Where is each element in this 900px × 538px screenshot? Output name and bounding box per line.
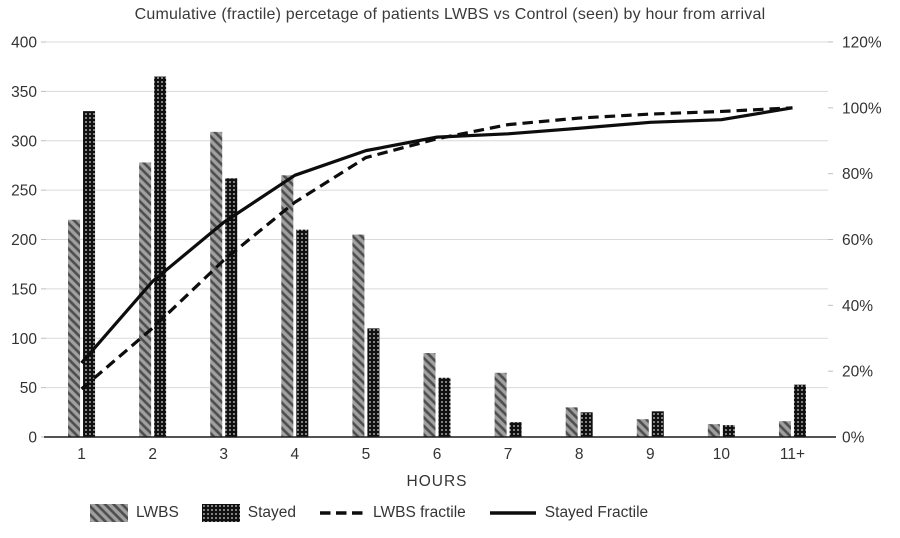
x-axis-tick-label: 2 (148, 446, 157, 463)
right-axis-tick-label: 100% (842, 100, 882, 117)
stayed-dots-swatch-icon (201, 504, 240, 522)
bar-stayed-hour-5 (367, 328, 380, 437)
x-axis-tick-label: 11+ (780, 446, 805, 463)
right-axis-tick-label: 40% (842, 298, 873, 315)
left-axis-tick-label: 50 (20, 380, 38, 397)
bar-stayed-hour-2 (154, 76, 167, 437)
bar-lwbs-hour-1 (68, 219, 81, 437)
bar-lwbs-hour-10 (707, 424, 720, 437)
right-axis-tick-label: 60% (842, 232, 873, 249)
fractile-lines (80, 106, 793, 391)
solid-line-swatch-icon (489, 511, 536, 515)
left-axis-tick-label: 350 (11, 84, 37, 101)
x-axis-tick-label: 6 (433, 446, 442, 463)
bar-lwbs-hour-7 (494, 372, 507, 437)
legend-item-lwbs: LWBS (90, 504, 179, 522)
legend-label-stayed-fractile: Stayed Fractile (544, 504, 649, 521)
bar-lwbs-hour-8 (565, 407, 578, 437)
legend-label-stayed: Stayed (247, 504, 297, 521)
bar-lwbs-hour-9 (636, 419, 649, 437)
plot-area: 0 50 100 150 200 250 300 350 400 0% 20% 40% 60% 80% 10… (11, 35, 882, 464)
left-axis-tick-label: 250 (11, 183, 37, 200)
legend-item-lwbs-fractile: LWBS fractile (319, 504, 466, 522)
bar-lwbs-hour-4 (281, 175, 294, 437)
line-lwbs-fractile (80, 106, 793, 391)
x-axis-tick-label: 3 (219, 446, 228, 463)
left-axis-tick-label: 100 (11, 331, 37, 348)
line-stayed-fractile (80, 106, 793, 364)
legend-label-lwbs-fractile: LWBS fractile (373, 504, 466, 521)
bars (68, 76, 806, 438)
left-axis-tick-label: 0 (28, 430, 37, 447)
x-axis-title: HOURS (406, 473, 468, 490)
legend-item-stayed-fractile: Stayed Fractile (489, 504, 648, 522)
bar-stayed-hour-9 (651, 411, 664, 437)
bar-stayed-hour-4 (296, 229, 309, 437)
bar-stayed-hour-8 (580, 412, 593, 437)
gridlines (41, 41, 833, 438)
bar-stayed-hour-10 (722, 425, 735, 437)
bar-lwbs-hour-3 (210, 131, 223, 438)
x-axis-tick-label: 7 (504, 446, 513, 463)
bar-stayed-hour-3 (225, 178, 238, 437)
bar-lwbs-hour-11+ (778, 421, 791, 437)
left-axis-tick-label: 300 (11, 133, 37, 150)
dashed-line-swatch-icon (320, 511, 365, 515)
right-axis-tick-label: 120% (842, 35, 882, 52)
bar-lwbs-hour-2 (139, 162, 152, 437)
bar-lwbs-hour-5 (352, 234, 365, 437)
bar-stayed-hour-11+ (793, 384, 806, 437)
legend-item-stayed: Stayed (201, 504, 297, 522)
bar-lwbs-hour-6 (423, 353, 436, 437)
x-axis-tick-label: 8 (575, 446, 584, 463)
left-axis-tick-label: 200 (11, 232, 37, 249)
chart-title: Cumulative (fractile) percetage of patie… (134, 6, 766, 23)
x-axis-tick-label: 1 (77, 446, 86, 463)
left-axis-tick-label: 150 (11, 281, 37, 298)
right-axis-tick-label: 20% (842, 364, 873, 381)
bar-stayed-hour-7 (509, 422, 522, 437)
right-axis-tick-label: 80% (842, 166, 873, 183)
x-axis-tick-label: 5 (362, 446, 371, 463)
legend: LWBS Stayed LWBS fractile Stayed Fractil… (90, 504, 648, 522)
right-axis-tick-label: 0% (842, 430, 865, 447)
x-axis-tick-label: 9 (646, 446, 655, 463)
lwbs-hatch-swatch-icon (90, 504, 128, 522)
x-axis-tick-label: 4 (291, 446, 300, 463)
left-axis-tick-label: 400 (11, 35, 37, 52)
x-axis-tick-label: 10 (713, 446, 731, 463)
legend-label-lwbs: LWBS (136, 504, 179, 521)
axis-tick-labels: 0 50 100 150 200 250 300 350 400 0% 20% 40% 60% 80% 10… (11, 35, 882, 464)
bar-stayed-hour-6 (438, 377, 451, 437)
